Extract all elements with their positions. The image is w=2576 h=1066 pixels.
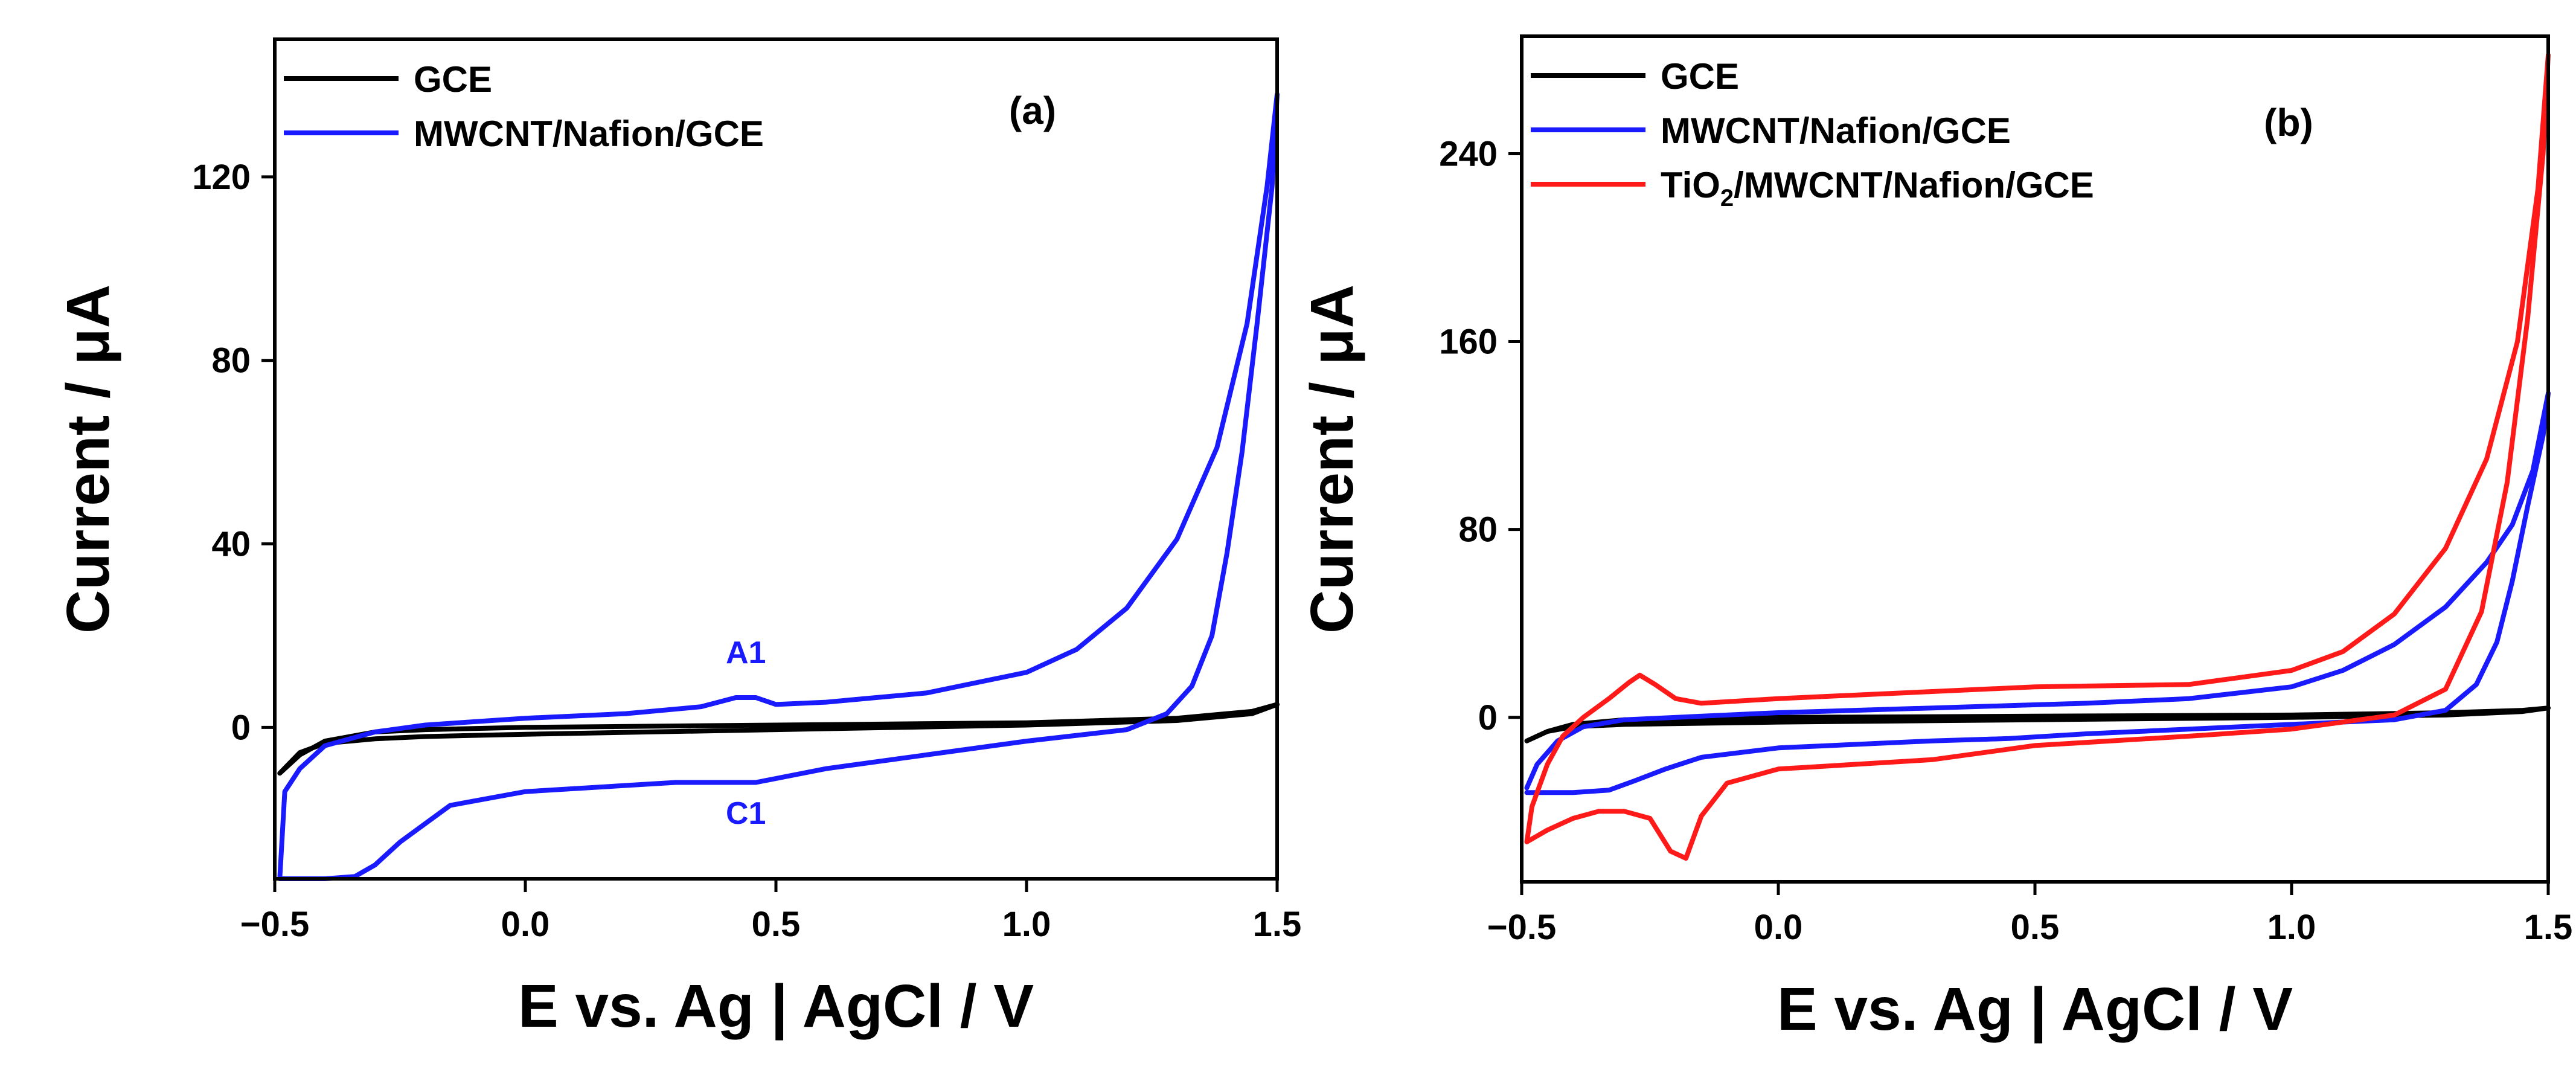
panel-b: −0.5 0.0 0.5 1.0 1.5 0 80 160 240 E vs. Ag | AgCl… bbox=[1298, 34, 2573, 1044]
panel-b-legend-label: MWCNT/Nafion/GCE bbox=[1661, 111, 2011, 151]
panel-a-legend-label: GCE bbox=[414, 59, 492, 100]
panel-b-x-tick-label: 0.5 bbox=[2011, 908, 2060, 947]
panel-a-x-tick-label: 1.5 bbox=[1253, 905, 1302, 944]
panel-a-annotation-c1: C1 bbox=[726, 796, 766, 831]
panel-a-y-tick-label: 40 bbox=[211, 525, 251, 564]
panel-b-series-1 bbox=[1524, 391, 2551, 795]
panel-a-y-tick-label: 80 bbox=[211, 341, 251, 380]
panel-b-x-axis-title: E vs. Ag | AgCl / V bbox=[1777, 975, 2293, 1044]
panel-a-y-axis-title: Current / μA bbox=[54, 284, 122, 634]
panel-a-y-tick-label: 0 bbox=[231, 708, 251, 747]
panel-a-x-tick-label: −0.5 bbox=[240, 905, 310, 944]
panel-b-legend-label: TiO2/MWCNT/Nafion/GCE bbox=[1661, 165, 2094, 211]
panel-a-x-tick-label: 0.0 bbox=[501, 905, 550, 944]
panel-b-panel-label: (b) bbox=[2264, 101, 2313, 144]
panel-b-legend-label: GCE bbox=[1661, 56, 1739, 97]
panel-b-y-tick-label: 240 bbox=[1439, 134, 1498, 173]
panel-a-plot-frame bbox=[273, 37, 1279, 881]
panel-a-x-tick-label: 0.5 bbox=[752, 905, 801, 944]
panel-b-x-tick-label: 0.0 bbox=[1754, 908, 1803, 947]
panel-a-legend-label: MWCNT/Nafion/GCE bbox=[414, 114, 764, 154]
panel-b-y-tick-label: 0 bbox=[1478, 698, 1498, 737]
panel-b-x-tick-label: 1.0 bbox=[2267, 908, 2316, 947]
panel-b-y-tick-label: 80 bbox=[1458, 510, 1498, 550]
panel-b-x-tick-label: 1.5 bbox=[2524, 908, 2573, 947]
panel-a-x-tick-label: 1.0 bbox=[1002, 905, 1051, 944]
panel-b-x-tick-label: −0.5 bbox=[1487, 908, 1557, 947]
panel-b-y-axis-title: Current / μA bbox=[1298, 284, 1366, 634]
panel-a-y-tick-label: 120 bbox=[192, 158, 251, 197]
panel-b-plot-frame bbox=[1520, 34, 2550, 884]
panel-a-series-1 bbox=[277, 92, 1280, 881]
panel-a-annotation-a1: A1 bbox=[726, 635, 766, 670]
panel-a-x-axis-title: E vs. Ag | AgCl / V bbox=[518, 972, 1034, 1041]
panel-b-y-tick-label: 160 bbox=[1439, 323, 1498, 362]
panel-b-series-2 bbox=[1524, 53, 2551, 861]
panel-a: −0.5 0.0 0.5 1.0 1.5 0 40 80 120 E vs. Ag | AgCl … bbox=[54, 37, 1302, 1041]
panel-a-series-0 bbox=[277, 702, 1280, 776]
panel-a-panel-label: (a) bbox=[1009, 89, 1056, 132]
